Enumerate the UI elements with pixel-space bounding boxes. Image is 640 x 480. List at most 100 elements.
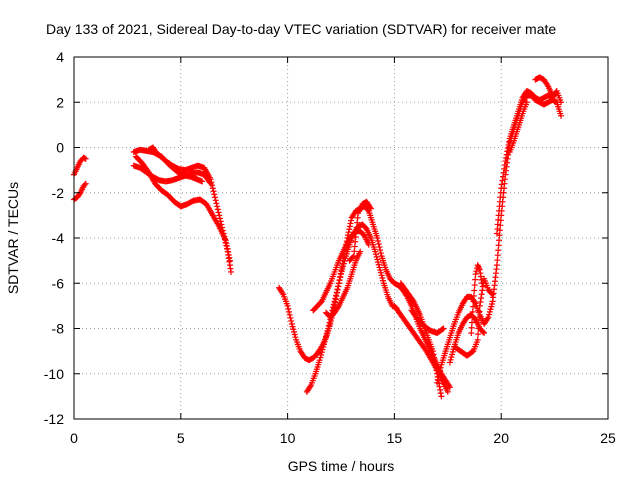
data-point [436, 367, 443, 374]
data-point [82, 180, 89, 187]
y-tick-label: -6 [52, 275, 65, 291]
y-tick-label: -4 [52, 230, 65, 246]
data-point [484, 315, 491, 322]
data-point [212, 197, 219, 204]
data-point [288, 320, 295, 327]
data-point [325, 322, 332, 329]
data-point [346, 223, 353, 230]
data-point [340, 260, 347, 267]
data-point [473, 268, 480, 275]
data-points [71, 74, 565, 400]
data-point [340, 263, 347, 270]
data-point [291, 328, 298, 335]
data-point [323, 330, 330, 337]
data-point [338, 271, 344, 278]
data-point [288, 317, 295, 324]
data-point [430, 351, 437, 358]
data-point [476, 314, 483, 321]
data-point [468, 330, 475, 337]
data-point [523, 99, 530, 106]
data-point [446, 359, 453, 366]
data-point [470, 298, 477, 305]
data-point [372, 248, 379, 255]
x-tick-label: 20 [493, 430, 509, 446]
data-point [223, 243, 230, 250]
data-point [374, 235, 381, 241]
data-point [499, 177, 506, 184]
data-point [471, 287, 478, 294]
data-point [501, 165, 508, 172]
data-point [380, 277, 387, 284]
data-point [378, 272, 385, 279]
data-point [375, 259, 382, 266]
y-tick-label: 2 [56, 94, 64, 110]
data-point [317, 354, 324, 361]
data-point [448, 354, 455, 361]
data-point [324, 328, 331, 335]
data-point [223, 240, 230, 247]
data-point [444, 388, 451, 395]
data-point [479, 287, 486, 294]
data-point [81, 181, 88, 188]
data-point [472, 276, 479, 283]
data-point [333, 289, 340, 296]
data-point [488, 300, 495, 307]
data-point [377, 267, 384, 274]
data-point [316, 357, 323, 364]
data-point [307, 383, 314, 390]
data-point [486, 311, 493, 318]
data-point [375, 238, 382, 245]
data-point [470, 292, 477, 299]
data-point [472, 271, 479, 278]
data-point [291, 331, 298, 338]
data-point [469, 319, 476, 326]
data-point [471, 299, 478, 306]
data-point [446, 384, 453, 391]
y-tick-label: -8 [52, 321, 65, 337]
data-point [320, 341, 327, 348]
data-point [558, 99, 565, 106]
x-tick-label: 15 [387, 430, 403, 446]
data-point [375, 261, 382, 268]
data-point [332, 295, 339, 302]
data-point [437, 386, 444, 393]
data-point [211, 194, 218, 201]
data-point [377, 269, 384, 276]
data-point [334, 286, 341, 293]
data-point [338, 268, 345, 275]
data-point [481, 330, 488, 337]
data-point [480, 329, 487, 336]
data-point [214, 206, 221, 213]
data-point [318, 351, 325, 358]
data-point [437, 364, 444, 371]
y-tick-label: 4 [56, 49, 64, 65]
data-point [210, 188, 217, 195]
data-point [320, 343, 327, 350]
data-point [475, 319, 482, 326]
data-point [216, 212, 223, 219]
data-point [367, 204, 374, 211]
data-point [215, 209, 222, 216]
data-point [285, 305, 292, 312]
data-point [330, 301, 337, 308]
x-axis-label: GPS time / hours [288, 458, 395, 474]
data-point [489, 291, 496, 298]
data-point [373, 253, 380, 260]
data-point [333, 292, 340, 299]
data-point [372, 251, 379, 258]
y-axis-label: SDTVAR / TECUs [5, 182, 21, 294]
data-point [318, 349, 325, 356]
data-point [434, 376, 441, 383]
data-point [335, 283, 342, 290]
data-point [475, 325, 482, 332]
data-point [478, 295, 485, 302]
data-point [287, 314, 294, 321]
data-point [376, 244, 383, 251]
data-point [227, 268, 234, 275]
data-point [439, 326, 446, 333]
data-point [471, 282, 478, 289]
data-point [226, 254, 233, 261]
data-point [447, 356, 454, 363]
data-point [487, 306, 494, 313]
data-point [449, 348, 456, 355]
